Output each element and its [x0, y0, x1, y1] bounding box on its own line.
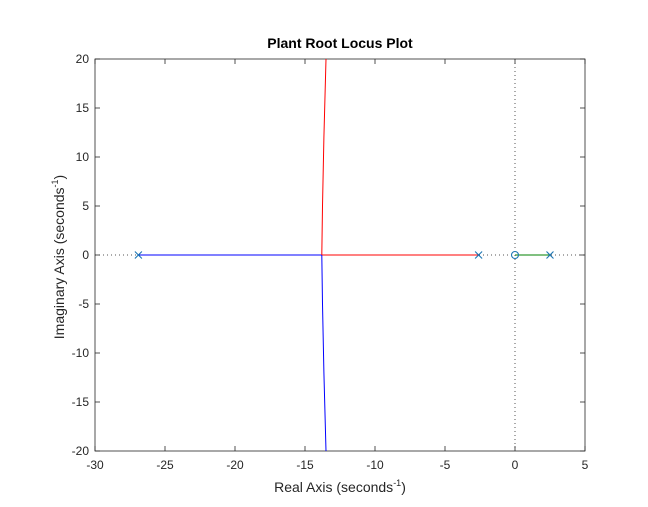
y-tick-label-4: 0	[82, 248, 89, 262]
locus-branch-3	[321, 254, 327, 452]
x-tick-label-1: -25	[156, 458, 174, 472]
x-tick-label-7: 5	[582, 458, 589, 472]
x-axis-label-text: Real Axis (seconds	[274, 479, 393, 495]
y-tick-label-7: 15	[76, 101, 90, 115]
y-tick-label-3: -5	[78, 297, 89, 311]
x-tick-label-6: 0	[512, 458, 519, 472]
zero-marker-0	[510, 250, 520, 260]
y-tick-label-6: 10	[76, 150, 90, 164]
y-axis-label-text: Imaginary Axis (seconds	[51, 187, 67, 339]
x-tick-label-0: -30	[86, 458, 104, 472]
x-axis-label-tail: )	[401, 479, 406, 495]
x-axis-label-sup: -1	[393, 478, 401, 488]
pole-marker-2-stroke-b	[546, 251, 554, 259]
y-axis-label-tail: )	[51, 175, 67, 180]
x-tick-label-4: -10	[366, 458, 384, 472]
x-tick-label-2: -20	[226, 458, 244, 472]
locus-branch-2	[321, 58, 327, 256]
pole-marker-2	[546, 251, 554, 259]
y-axis-label: Imaginary Axis (seconds-1)	[50, 175, 67, 339]
y-tick-label-5: 5	[82, 199, 89, 213]
chart-title: Plant Root Locus Plot	[267, 35, 413, 51]
marker-layer	[134, 250, 554, 260]
pole-marker-0	[134, 251, 143, 259]
y-axis-label-sup: -1	[50, 179, 60, 187]
y-tick-label-0: -20	[72, 444, 90, 458]
plot-area: -30 -25 -20 -15 -10 -5 0 5 -20 -15 -10 -5 0 5 10 15 20	[72, 52, 589, 472]
pole-marker-0-stroke-b	[134, 251, 143, 259]
x-axis-label: Real Axis (seconds-1)	[274, 478, 406, 495]
y-tick-label-1: -15	[72, 395, 90, 409]
series-layer	[138, 58, 550, 452]
pole-marker-1	[474, 251, 483, 259]
x-tick-label-5: -5	[440, 458, 451, 472]
x-tick-label-3: -15	[296, 458, 314, 472]
y-tick-label-2: -10	[72, 346, 90, 360]
pole-marker-1-stroke-b	[474, 251, 483, 259]
y-tick-label-8: 20	[76, 52, 90, 66]
tick-layer: -30 -25 -20 -15 -10 -5 0 5 -20 -15 -10 -5 0 5 10 15 20	[72, 52, 589, 472]
